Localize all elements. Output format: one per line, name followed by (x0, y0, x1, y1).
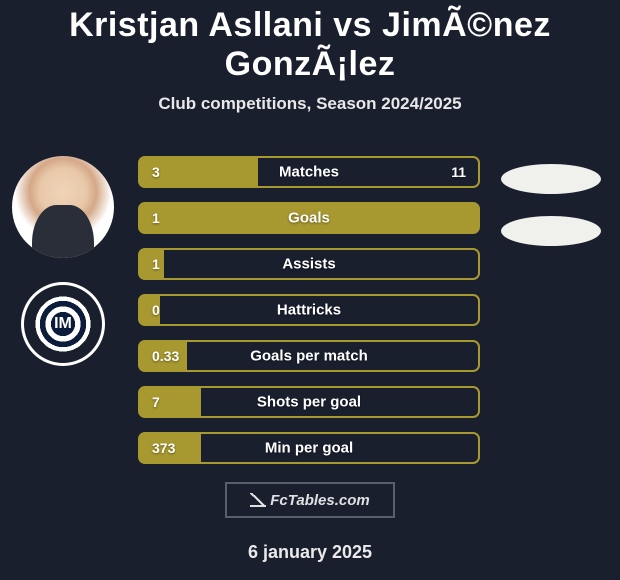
right-player-column (496, 164, 606, 268)
placeholder-logo (501, 216, 601, 246)
comparison-content: 3Matches111Goals1Assists0Hattricks0.33Go… (0, 156, 620, 563)
brand-box[interactable]: FcTables.com (225, 482, 395, 518)
stat-right-value: 11 (451, 164, 466, 180)
stat-bars: 3Matches111Goals1Assists0Hattricks0.33Go… (138, 156, 480, 464)
stat-row: 1 Goals (138, 202, 480, 234)
chart-icon (250, 493, 266, 507)
stat-label: Goals per match (250, 348, 368, 365)
stat-left-value: 1 (152, 210, 160, 226)
stat-label: Min per goal (265, 440, 353, 457)
left-player-column (8, 156, 118, 366)
stat-label: Matches (279, 164, 339, 181)
stat-left-value: 7 (152, 394, 160, 410)
stat-fill (140, 388, 201, 416)
stat-label: Hattricks (277, 302, 341, 319)
stat-row: 373 Min per goal (138, 432, 480, 464)
stat-row: 7 Shots per goal (138, 386, 480, 418)
stat-left-value: 1 (152, 256, 160, 272)
club-logo (21, 282, 105, 366)
stat-left-value: 0.33 (152, 348, 179, 364)
stat-row: 3 Matches 11 (138, 156, 480, 188)
page-title: Kristjan Asllani vs JimÃ©nez GonzÃ¡lez (0, 0, 620, 84)
page-subtitle: Club competitions, Season 2024/2025 (0, 94, 620, 114)
stat-row: 0 Hattricks (138, 294, 480, 326)
placeholder-avatar (501, 164, 601, 194)
brand-text: FcTables.com (270, 492, 369, 509)
stat-label: Shots per goal (257, 394, 361, 411)
footer-date: 6 january 2025 (0, 542, 620, 563)
stat-row: 1 Assists (138, 248, 480, 280)
stat-left-value: 0 (152, 302, 160, 318)
stat-label: Assists (282, 256, 335, 273)
stat-left-value: 373 (152, 440, 175, 456)
player-avatar (12, 156, 114, 258)
stat-label: Goals (288, 210, 330, 227)
stat-left-value: 3 (152, 164, 160, 180)
stat-row: 0.33 Goals per match (138, 340, 480, 372)
